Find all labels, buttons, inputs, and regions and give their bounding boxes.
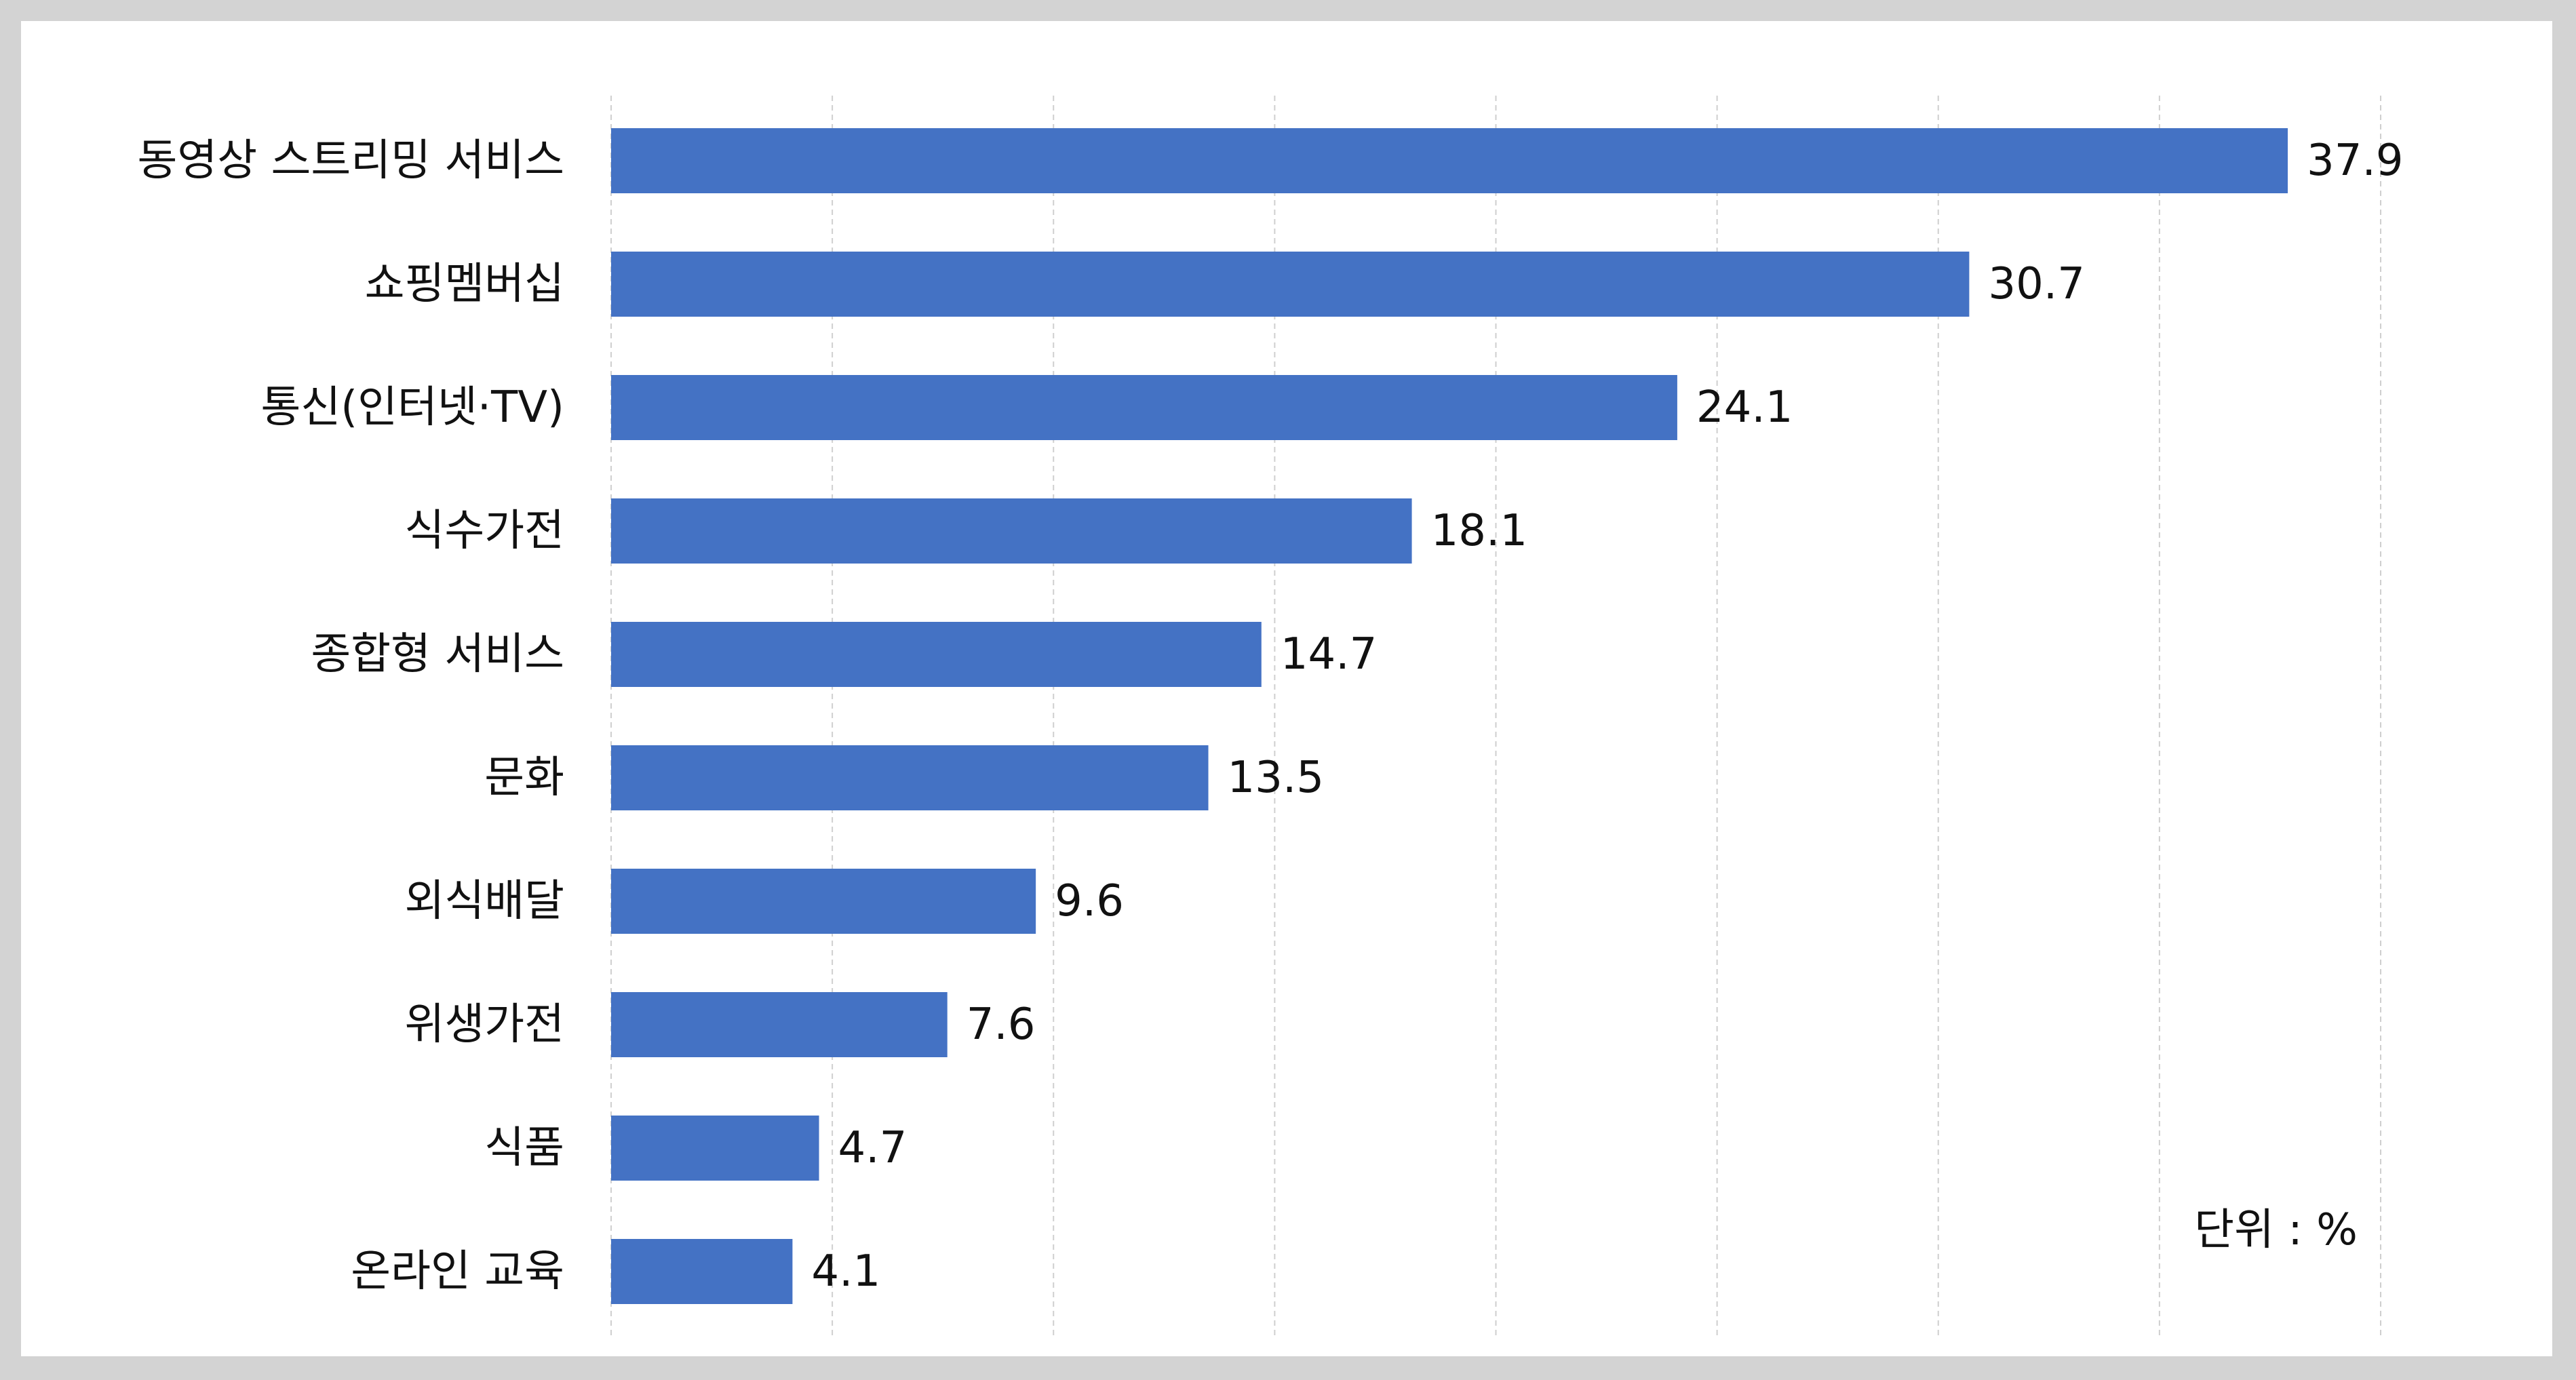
value-label: 9.6: [1055, 876, 1124, 926]
gridlines: [610, 96, 2381, 1335]
category-label: 위생가전: [404, 1000, 564, 1050]
category-label: 식수가전: [404, 506, 564, 556]
bar: [611, 1116, 819, 1181]
category-label: 쇼핑멤버십: [365, 259, 564, 309]
bar: [611, 1239, 793, 1304]
bar: [611, 128, 2288, 193]
value-labels: 37.9 30.7 24.1 18.1 14.7 13.5 9.6 7.6 4.7 4.1: [811, 136, 2403, 1297]
bars: [611, 128, 2288, 1304]
value-label: 14.7: [1281, 629, 1378, 679]
category-label: 문화: [484, 753, 564, 803]
value-label: 24.1: [1696, 382, 1793, 433]
category-label: 외식배달: [404, 876, 564, 926]
bar: [611, 498, 1412, 564]
value-label: 4.1: [811, 1246, 880, 1297]
bar: [611, 869, 1036, 934]
unit-note: 단위 : %: [2194, 1205, 2358, 1255]
category-label: 식품: [484, 1123, 564, 1173]
bar: [611, 252, 1970, 317]
bar: [611, 375, 1677, 440]
category-label: 통신(인터넷·TV): [260, 382, 564, 433]
value-label: 7.6: [967, 1000, 1036, 1050]
bar: [611, 992, 948, 1057]
category-label: 온라인 교육: [351, 1246, 564, 1297]
value-label: 30.7: [1988, 259, 2085, 309]
bar: [611, 745, 1209, 810]
value-label: 13.5: [1228, 753, 1325, 803]
value-label: 37.9: [2307, 136, 2404, 186]
value-label: 4.7: [838, 1123, 908, 1173]
bar: [611, 622, 1262, 687]
value-label: 18.1: [1431, 506, 1528, 556]
category-label: 동영상 스트리밍 서비스: [138, 136, 565, 186]
category-label: 종합형 서비스: [311, 629, 564, 679]
